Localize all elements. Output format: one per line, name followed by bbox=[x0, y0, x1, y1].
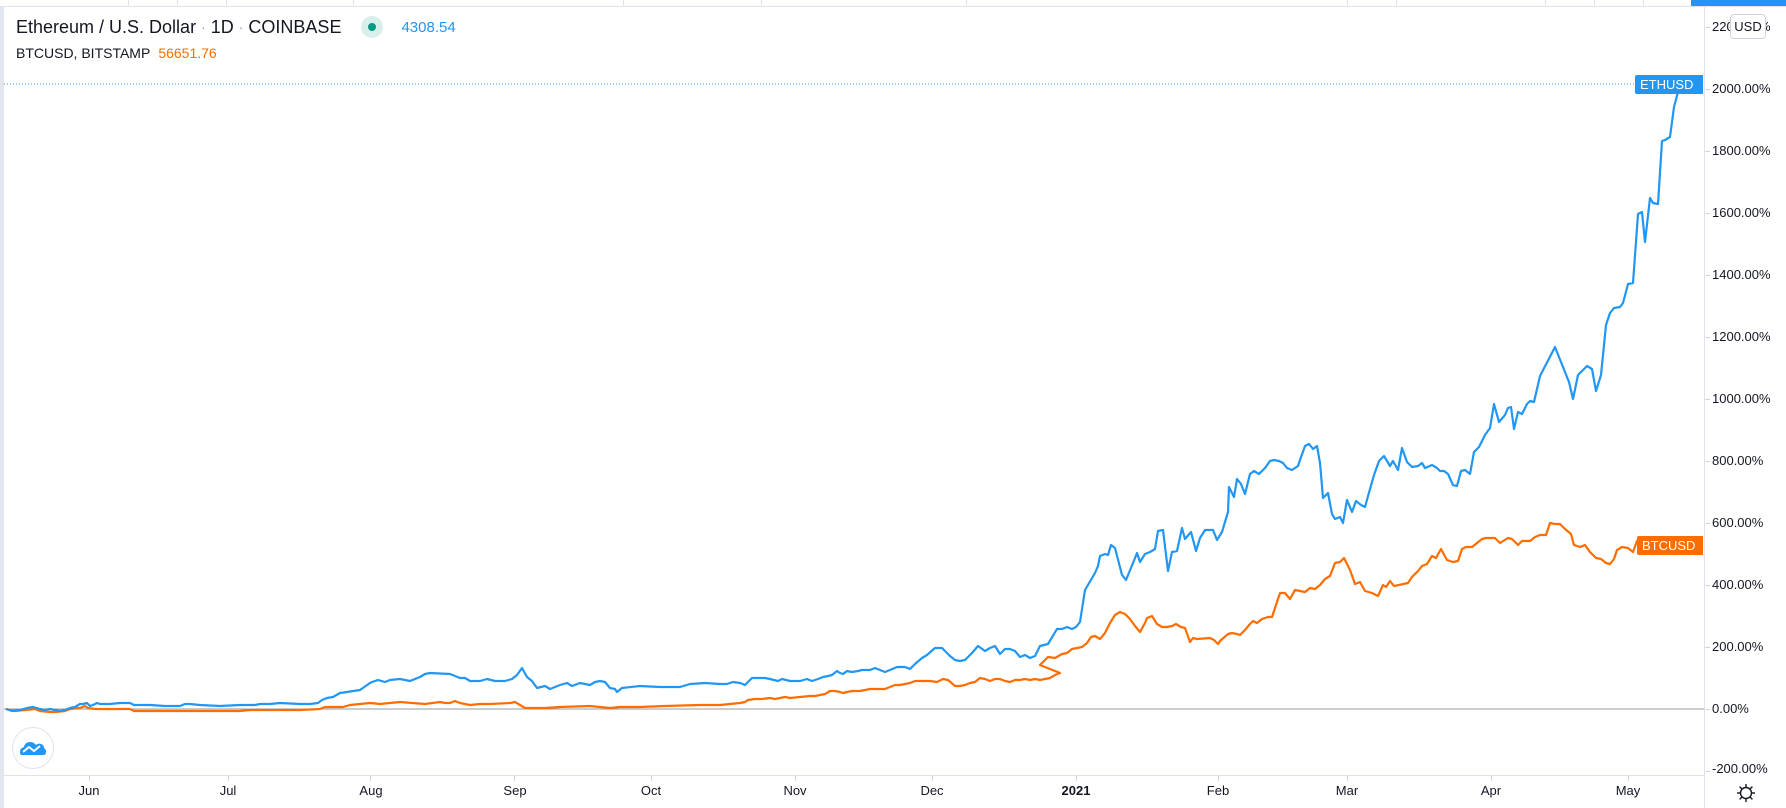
toolbar-divider bbox=[1643, 0, 1644, 6]
price-label: 1000.00% bbox=[1712, 391, 1771, 406]
time-tick-mark bbox=[1218, 776, 1219, 781]
price-tick-mark bbox=[1705, 647, 1710, 648]
time-tick-mark bbox=[228, 776, 229, 781]
price-tick-mark bbox=[1705, 151, 1710, 152]
time-label: Jun bbox=[78, 783, 100, 798]
time-label: Mar bbox=[1335, 783, 1359, 798]
price-label: 0.00% bbox=[1712, 701, 1749, 716]
price-label: 200.00% bbox=[1712, 639, 1764, 654]
price-label: 400.00% bbox=[1712, 577, 1764, 592]
exchange-label: COINBASE bbox=[248, 16, 342, 37]
interval-label: 1D bbox=[210, 16, 234, 37]
price-tick-mark bbox=[1705, 461, 1710, 462]
toolbar-divider bbox=[966, 0, 967, 6]
time-tick-mark bbox=[89, 776, 90, 781]
time-tick-mark bbox=[795, 776, 796, 781]
price-tick-mark bbox=[1705, 337, 1710, 338]
time-label: Feb bbox=[1206, 783, 1230, 798]
price-label: 1800.00% bbox=[1712, 143, 1771, 158]
ethusd-price-tag: ETHUSD bbox=[1635, 75, 1703, 94]
btcusd-series-line bbox=[5, 521, 1651, 714]
price-tick-mark bbox=[1705, 709, 1710, 710]
chart-legend: Ethereum / U.S. Dollar · 1D · COINBASE 4… bbox=[16, 14, 456, 64]
market-open-dot-icon bbox=[361, 16, 384, 38]
time-label: Dec bbox=[920, 783, 944, 798]
symbol-title: Ethereum / U.S. Dollar bbox=[16, 16, 197, 37]
price-tick-mark bbox=[1705, 89, 1710, 90]
time-tick-mark bbox=[1491, 776, 1492, 781]
price-tick-mark bbox=[1705, 399, 1710, 400]
time-tick-mark bbox=[370, 776, 371, 781]
currency-button[interactable]: USD bbox=[1730, 14, 1766, 39]
time-tick-mark bbox=[651, 776, 652, 781]
price-label: -200.00% bbox=[1712, 761, 1768, 776]
btcusd-price-tag: BTCUSD bbox=[1637, 536, 1703, 555]
price-label: 600.00% bbox=[1712, 515, 1764, 530]
price-tick-mark bbox=[1705, 275, 1710, 276]
toolbar-divider bbox=[623, 0, 624, 6]
price-scale-border bbox=[1704, 7, 1705, 808]
toolbar-divider bbox=[761, 0, 762, 6]
tradingview-cloud-logo-icon bbox=[20, 742, 46, 755]
price-label: 2000.00% bbox=[1712, 81, 1771, 96]
compare-symbol: BTCUSD, BITSTAMP bbox=[16, 45, 151, 61]
price-tick-mark bbox=[1705, 585, 1710, 586]
time-label: Jul bbox=[219, 783, 237, 798]
price-label: 1400.00% bbox=[1712, 267, 1771, 282]
price-tick-mark bbox=[1705, 27, 1710, 28]
time-label: Aug bbox=[359, 783, 383, 798]
ethusd-series-line bbox=[5, 87, 1681, 713]
toolbar-divider bbox=[1396, 0, 1397, 6]
time-label-year: 2021 bbox=[1061, 783, 1091, 798]
toolbar-divider bbox=[1545, 0, 1546, 6]
toolbar-divider bbox=[353, 0, 354, 6]
price-tick-mark bbox=[1705, 213, 1710, 214]
gear-icon[interactable] bbox=[1736, 783, 1756, 803]
time-tick-mark bbox=[932, 776, 933, 781]
toolbar-divider bbox=[128, 0, 129, 6]
left-toolbar-edge bbox=[0, 7, 4, 808]
eth-last-value: 4308.54 bbox=[401, 18, 456, 36]
compare-series-legend[interactable]: BTCUSD, BITSTAMP 56651.76 bbox=[16, 42, 456, 64]
time-tick-mark bbox=[1628, 776, 1629, 781]
btc-last-value: 56651.76 bbox=[158, 45, 217, 61]
price-label: 800.00% bbox=[1712, 453, 1764, 468]
time-label: Nov bbox=[783, 783, 807, 798]
toolbar-active-button[interactable] bbox=[1691, 0, 1786, 6]
time-label: Apr bbox=[1480, 783, 1502, 798]
time-label: Sep bbox=[503, 783, 527, 798]
time-tick-mark bbox=[1347, 776, 1348, 781]
time-label: Oct bbox=[640, 783, 662, 798]
tradingview-logo-button[interactable] bbox=[12, 727, 54, 769]
toolbar-divider bbox=[1347, 0, 1348, 6]
price-label: 1600.00% bbox=[1712, 205, 1771, 220]
time-label: May bbox=[1615, 783, 1641, 798]
legend-separator: · bbox=[201, 19, 206, 35]
toolbar-divider bbox=[226, 0, 227, 6]
price-tick-mark bbox=[1705, 523, 1710, 524]
price-label: 1200.00% bbox=[1712, 329, 1771, 344]
legend-separator: · bbox=[238, 19, 244, 35]
time-tick-mark bbox=[1076, 776, 1077, 781]
price-tick-mark bbox=[1705, 771, 1710, 772]
toolbar-divider bbox=[177, 0, 178, 6]
toolbar-divider bbox=[1594, 0, 1595, 6]
main-series-legend[interactable]: Ethereum / U.S. Dollar · 1D · COINBASE 4… bbox=[16, 14, 456, 40]
top-toolbar-strip bbox=[0, 0, 1786, 7]
time-tick-mark bbox=[514, 776, 515, 781]
time-scale-border bbox=[4, 775, 1705, 776]
